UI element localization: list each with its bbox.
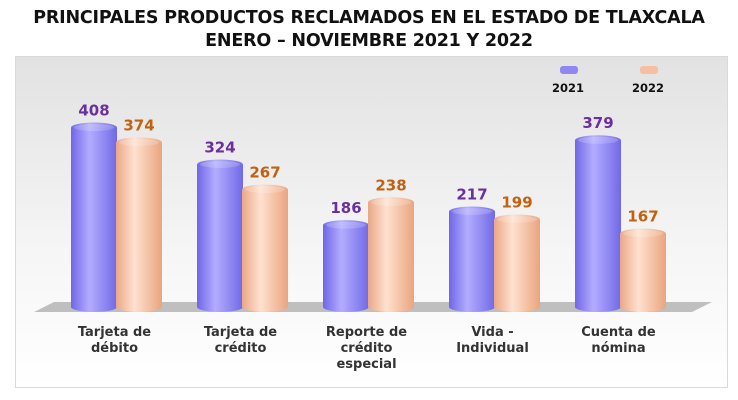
- data-label: 408: [78, 101, 109, 119]
- legend-label: 2021: [552, 81, 584, 95]
- legend-label: 2022: [632, 81, 664, 95]
- bar-2021: [575, 135, 621, 312]
- data-label: 238: [375, 176, 406, 194]
- bar-2021: [449, 206, 495, 312]
- bar-2021: [71, 122, 117, 312]
- legend-swatch: [640, 66, 658, 74]
- category-label: Cuenta de nómina: [581, 325, 656, 356]
- bar-2022: [368, 197, 414, 312]
- bar-2022: [620, 228, 666, 312]
- bar-2022: [242, 184, 288, 312]
- category-label: Tarjeta de crédito: [204, 325, 277, 356]
- data-label: 374: [123, 116, 154, 134]
- data-label: 379: [582, 114, 613, 132]
- data-label: 167: [627, 208, 658, 226]
- legend-swatch: [560, 66, 578, 74]
- category-label: Vida -Individual: [456, 325, 529, 356]
- data-label: 186: [330, 199, 361, 217]
- data-label: 217: [456, 186, 487, 204]
- bar-2022: [116, 137, 162, 312]
- category-label: Tarjeta de débito: [78, 325, 151, 356]
- bar-2021: [323, 220, 369, 312]
- bar-2021: [197, 159, 243, 312]
- data-label: 199: [501, 193, 532, 211]
- bar-2022: [494, 214, 540, 312]
- data-label: 324: [204, 138, 235, 156]
- category-label: Reporte de crédito especial: [326, 325, 407, 372]
- data-label: 267: [249, 164, 280, 182]
- chart-title-line-2: ENERO – NOVIEMBRE 2021 Y 2022: [205, 31, 533, 51]
- chart-title-line-1: PRINCIPALES PRODUCTOS RECLAMADOS EN EL E…: [33, 8, 705, 28]
